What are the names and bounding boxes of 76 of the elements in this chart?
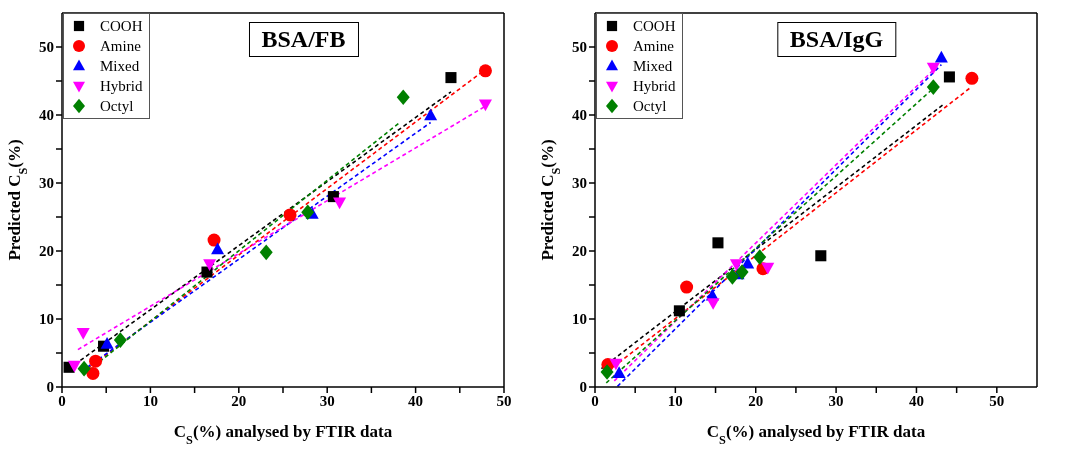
point — [77, 360, 91, 377]
x-tick-label: 20 — [231, 392, 247, 409]
point — [478, 64, 492, 78]
point — [301, 204, 315, 221]
x-axis-title: C$_{S}$(%) analysed by FTIR data — [173, 422, 393, 447]
point — [201, 266, 213, 278]
y-tick-label: 20 — [39, 243, 54, 260]
text: BSA/FB — [248, 22, 359, 57]
x-tick-label: 30 — [828, 392, 844, 409]
point — [729, 259, 743, 272]
y-tick-label: 50 — [39, 39, 54, 56]
y-tick-label: 30 — [39, 175, 54, 192]
point — [283, 208, 297, 222]
x-tick-label: 40 — [908, 392, 924, 409]
x-tick-label: 30 — [319, 392, 335, 409]
point — [113, 332, 127, 348]
point — [100, 337, 114, 349]
legend-label: Octyl — [100, 97, 134, 115]
point — [735, 264, 749, 280]
legend-label: COOH — [100, 17, 143, 35]
x-tick-label: 40 — [408, 392, 424, 409]
point — [207, 233, 221, 247]
y-tick-label: 10 — [572, 311, 587, 328]
legend-label: COOH — [633, 17, 676, 35]
point — [259, 244, 273, 261]
point — [76, 328, 90, 340]
point — [965, 71, 979, 85]
point — [445, 72, 457, 84]
x-tick-label: 0 — [591, 392, 599, 409]
point — [396, 89, 410, 106]
point — [333, 197, 347, 210]
point — [612, 366, 626, 378]
point — [706, 298, 720, 310]
legend-label: Octyl — [633, 97, 667, 115]
point — [761, 262, 775, 275]
point — [609, 358, 623, 371]
x-axis-title: C$_{S}$(%) analysed by FTIR data — [706, 422, 926, 447]
point — [424, 108, 438, 121]
legend-label: Amine — [633, 37, 674, 55]
x-tick-label: 50 — [989, 392, 1005, 409]
point — [600, 364, 614, 380]
point — [926, 79, 940, 95]
legend-label: Hybrid — [633, 77, 676, 95]
x-tick-label: 20 — [748, 392, 764, 409]
y-tick-label: 0 — [579, 379, 587, 396]
point — [67, 360, 81, 373]
y-tick-label: 50 — [572, 39, 587, 56]
legend-label: Mixed — [633, 57, 673, 75]
point — [712, 237, 724, 249]
x-tick-label: 0 — [58, 392, 66, 409]
point — [926, 62, 940, 75]
point — [86, 366, 100, 380]
point — [673, 305, 685, 317]
y-tick-label: 20 — [572, 243, 587, 260]
y-tick-label: 30 — [572, 175, 587, 192]
point — [943, 71, 955, 83]
point — [211, 242, 225, 255]
legend-label: Mixed — [100, 57, 140, 75]
point — [725, 269, 739, 285]
point — [753, 249, 767, 265]
point — [934, 50, 948, 63]
legend-label: Amine — [100, 37, 141, 55]
x-tick-label: 10 — [667, 392, 683, 409]
y-tick-label: 0 — [46, 379, 54, 396]
y-tick-label: 40 — [572, 107, 587, 124]
text: BSA/IgG — [776, 22, 897, 57]
point — [89, 354, 103, 368]
y-tick-label: 10 — [39, 311, 54, 328]
x-tick-label: 50 — [496, 392, 512, 409]
point — [815, 250, 827, 262]
x-tick-label: 10 — [142, 392, 158, 409]
point — [478, 99, 492, 112]
legend-label: Hybrid — [100, 77, 143, 95]
point — [203, 259, 217, 272]
y-tick-label: 40 — [39, 107, 54, 124]
point — [680, 280, 694, 294]
